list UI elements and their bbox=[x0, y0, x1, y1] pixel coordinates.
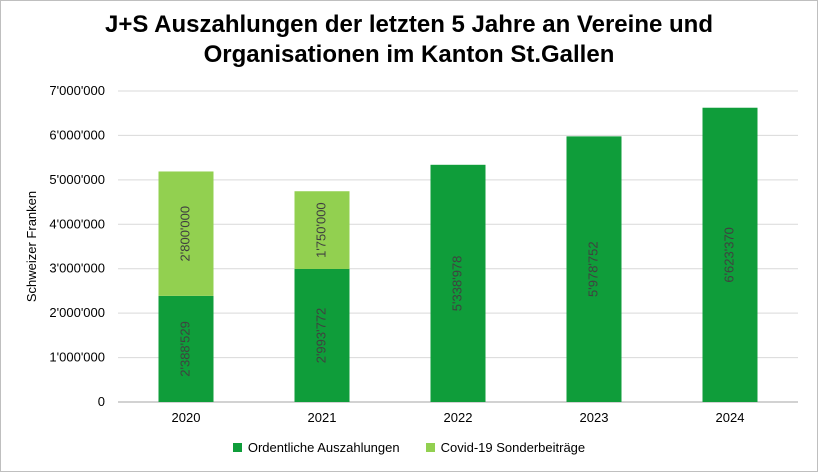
y-tick-label: 4'000'000 bbox=[49, 216, 105, 231]
data-label: 2'388'529 bbox=[177, 321, 192, 377]
y-tick-label: 5'000'000 bbox=[49, 172, 105, 187]
data-label: 2'800'000 bbox=[177, 206, 192, 262]
data-label: 5'338'978 bbox=[449, 256, 464, 312]
legend-swatch-covid bbox=[425, 443, 435, 452]
y-tick-label: 2'000'000 bbox=[49, 305, 105, 320]
x-tick-label: 2023 bbox=[580, 410, 609, 425]
chart-title-line-2: Organisationen im Kanton St.Gallen bbox=[203, 41, 615, 68]
legend-item-ordentliche: Ordentliche Auszahlungen bbox=[232, 440, 400, 455]
x-tick-label: 2022 bbox=[444, 410, 473, 425]
y-axis-title: Schweizer Franken bbox=[24, 191, 39, 302]
y-tick-label: 6'000'000 bbox=[49, 127, 105, 142]
legend-label-ordentliche: Ordentliche Auszahlungen bbox=[247, 440, 400, 455]
bar-ordentliche bbox=[294, 268, 350, 402]
bar-ordentliche bbox=[430, 164, 486, 402]
data-label: 5'978'752 bbox=[585, 241, 600, 297]
chart-title: J+S Auszahlungen der letzten 5 Jahre an … bbox=[0, 10, 818, 70]
legend-item-covid: Covid-19 Sonderbeiträge bbox=[425, 440, 586, 455]
data-label: 1'750'000 bbox=[313, 202, 328, 258]
legend-swatch-ordentliche bbox=[232, 443, 242, 452]
x-tick-label: 2020 bbox=[172, 410, 201, 425]
y-tick-label: 1'000'000 bbox=[49, 350, 105, 365]
bar-covid bbox=[294, 191, 350, 269]
x-tick-label: 2024 bbox=[716, 410, 745, 425]
y-tick-label: 7'000'000 bbox=[49, 83, 105, 98]
chart-title-line-1: J+S Auszahlungen der letzten 5 Jahre an … bbox=[105, 11, 713, 38]
bar-ordentliche bbox=[566, 136, 622, 402]
bar-ordentliche bbox=[158, 295, 214, 402]
data-label: 6'623'370 bbox=[721, 227, 736, 283]
chart-legend: Ordentliche Auszahlungen Covid-19 Sonder… bbox=[0, 440, 818, 455]
legend-label-covid: Covid-19 Sonderbeiträge bbox=[440, 440, 586, 455]
data-label: 2'993'772 bbox=[313, 308, 328, 364]
y-tick-label: 0 bbox=[98, 394, 105, 409]
bar-ordentliche bbox=[702, 107, 758, 403]
x-tick-label: 2021 bbox=[308, 410, 337, 425]
bar-covid bbox=[158, 171, 214, 296]
y-tick-label: 3'000'000 bbox=[49, 261, 105, 276]
